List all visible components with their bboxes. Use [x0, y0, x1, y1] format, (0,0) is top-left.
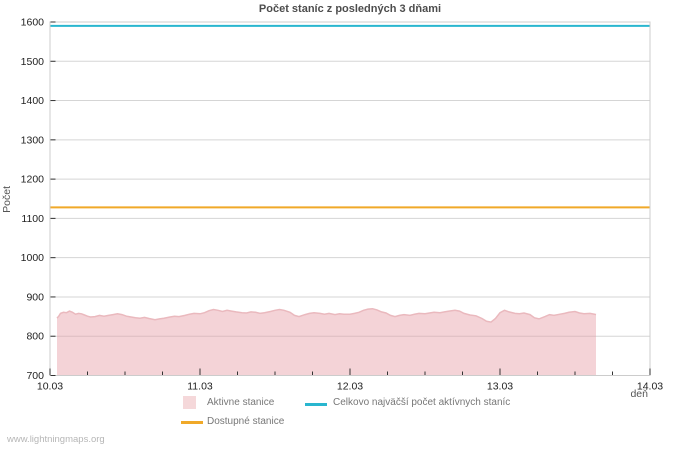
- svg-text:1600: 1600: [21, 17, 45, 29]
- svg-text:13.03: 13.03: [487, 381, 513, 393]
- svg-text:1500: 1500: [21, 56, 45, 68]
- svg-text:1300: 1300: [21, 134, 45, 146]
- chart-title: Počet staníc z posledných 3 dňami: [258, 3, 442, 15]
- svg-text:10.03: 10.03: [37, 381, 63, 393]
- svg-text:1400: 1400: [21, 95, 45, 107]
- y-axis-label: Počet: [1, 186, 13, 213]
- legend-label-active-stations: Aktivne stanice: [207, 397, 275, 408]
- max-active-stations-line-swatch: [305, 403, 327, 406]
- svg-text:11.03: 11.03: [187, 381, 213, 393]
- svg-text:12.03: 12.03: [337, 381, 363, 393]
- watermark: www.lightningmaps.org: [7, 434, 105, 445]
- svg-text:700: 700: [26, 370, 44, 382]
- x-axis-label: deň: [630, 388, 648, 400]
- legend-label-max-active-stations: Celkovo najväčší počet aktívnych staníc: [333, 397, 511, 408]
- svg-text:1100: 1100: [21, 213, 44, 225]
- svg-text:900: 900: [26, 291, 44, 303]
- active-stations-swatch: [183, 396, 196, 409]
- svg-text:1200: 1200: [21, 174, 45, 186]
- legend-label-available-stations: Dostupné stanice: [207, 416, 285, 427]
- available-stations-line-swatch: [181, 421, 203, 424]
- svg-text:800: 800: [26, 331, 44, 343]
- svg-text:1000: 1000: [21, 252, 45, 264]
- svg-text:14.03: 14.03: [637, 381, 663, 393]
